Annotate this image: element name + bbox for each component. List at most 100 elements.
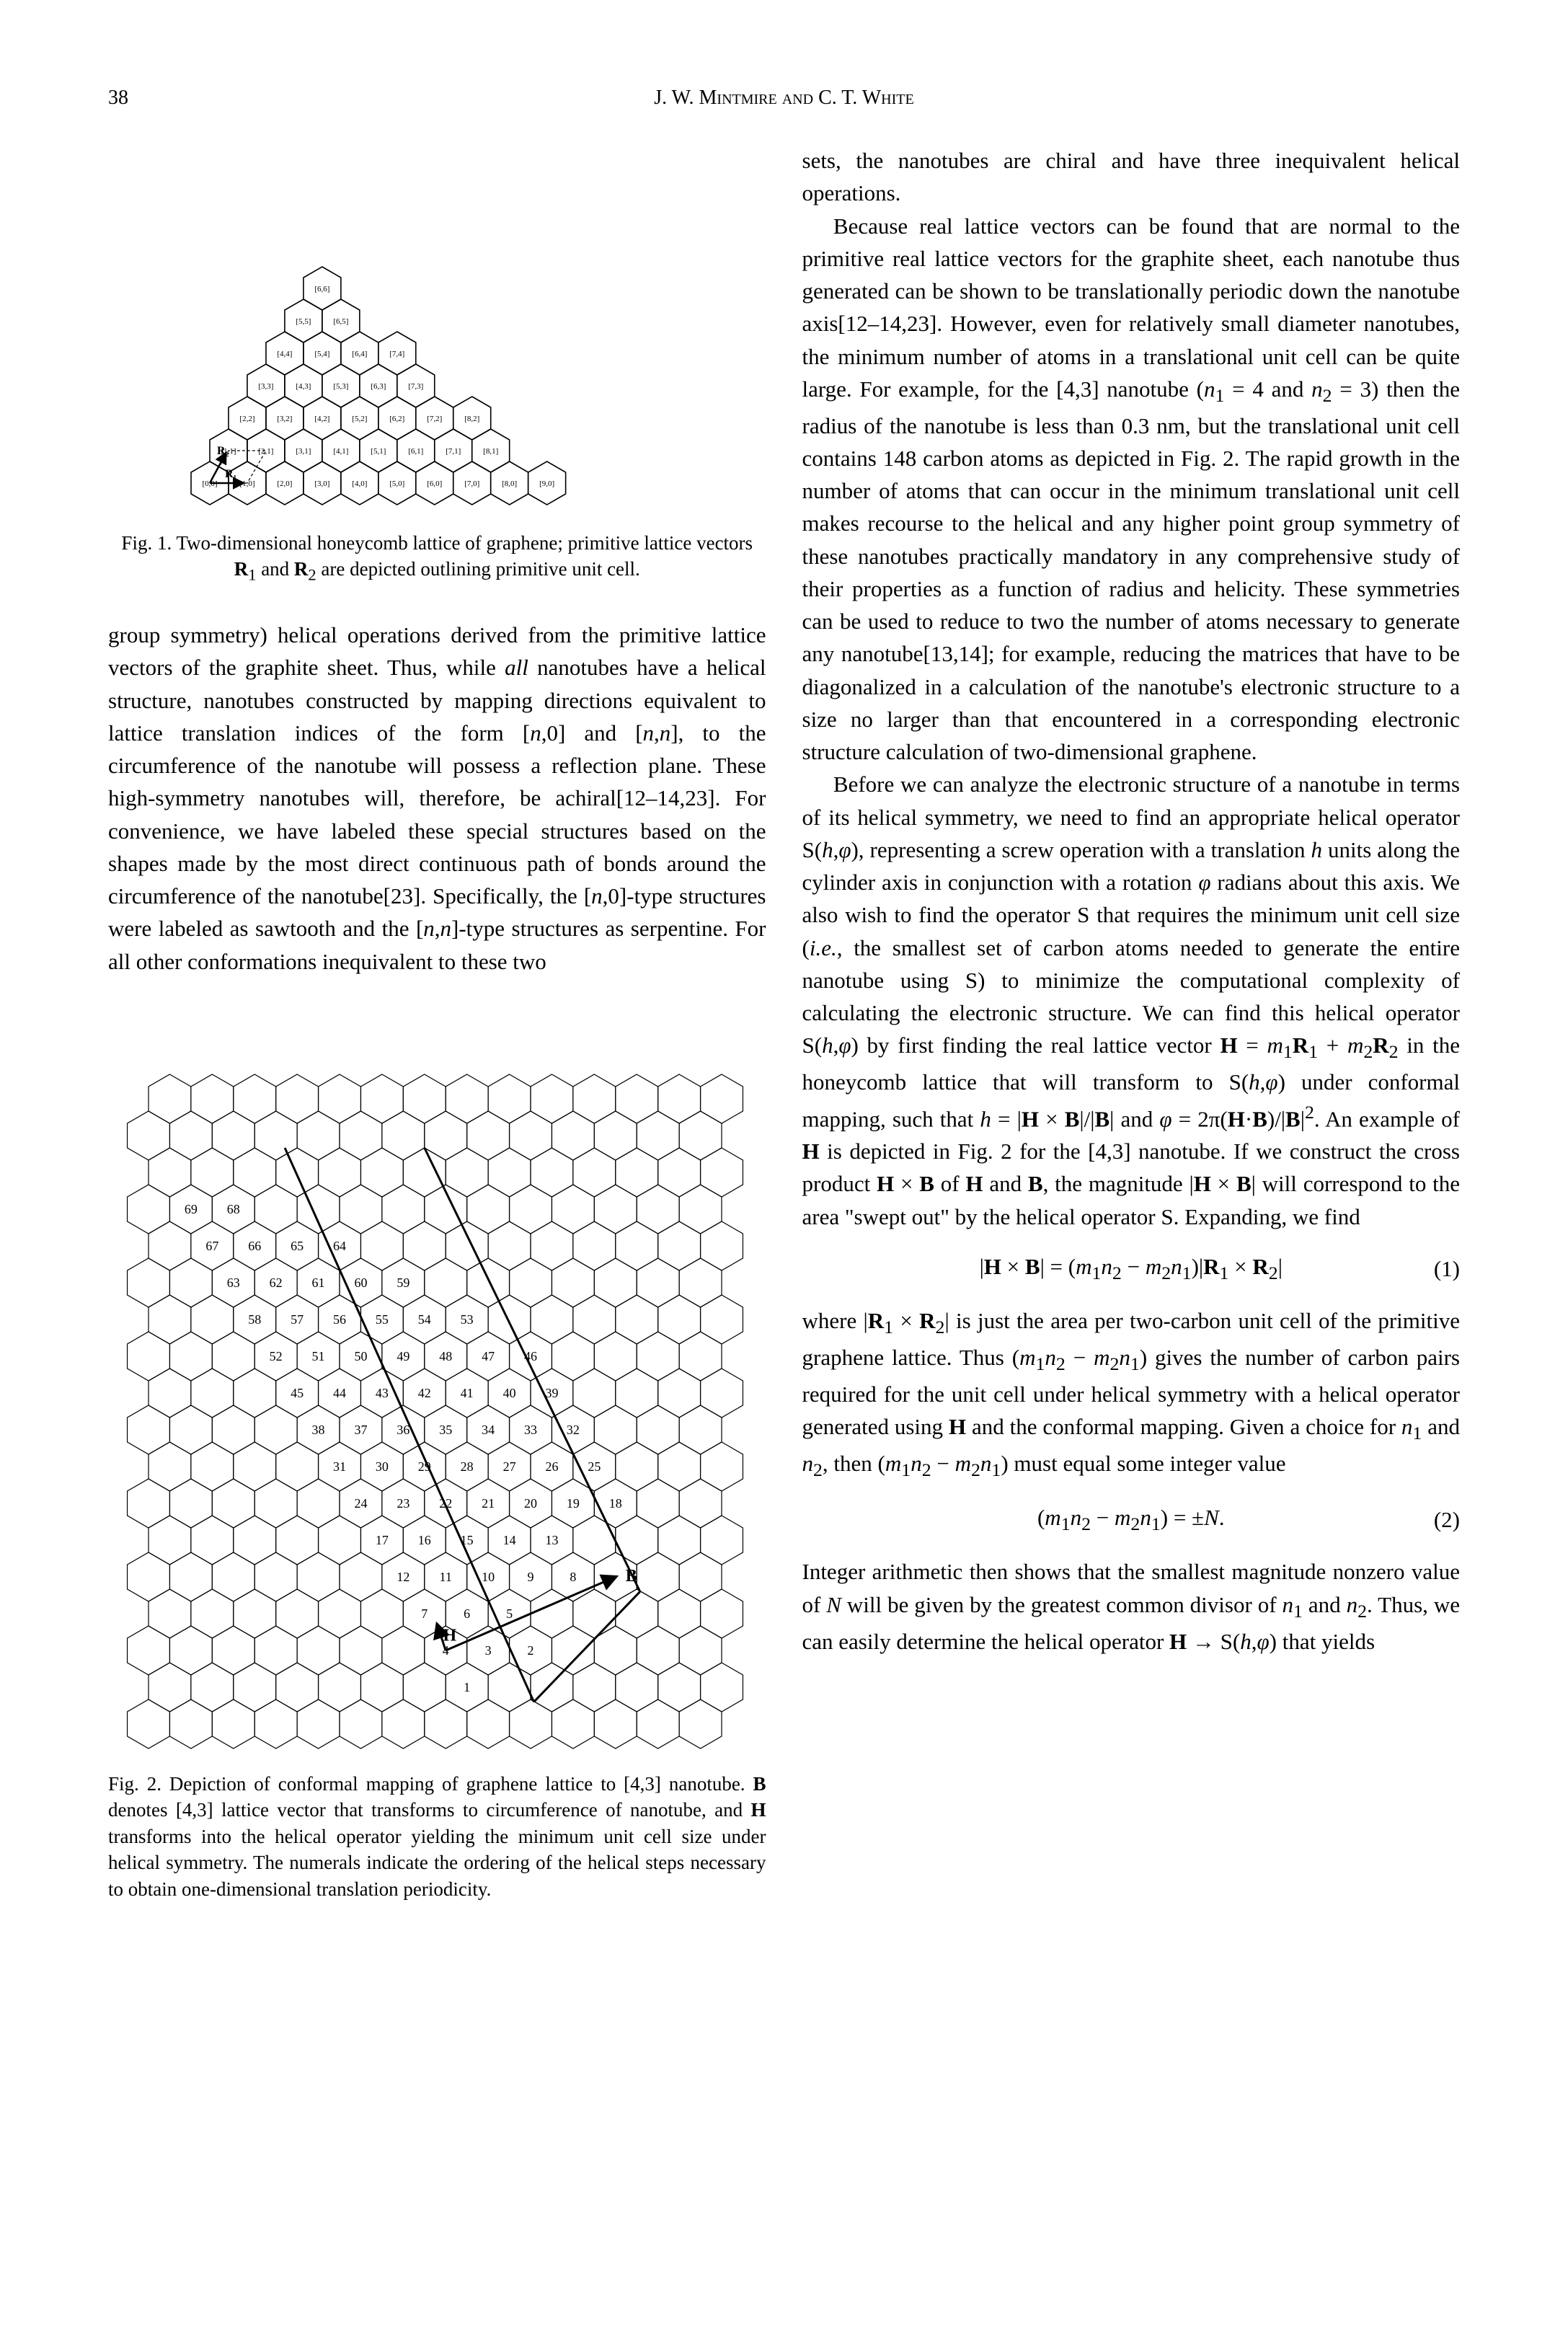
figure-1: [0,0][1,0][2,0][3,0][4,0][5,0][6,0][7,0]…	[108, 144, 766, 586]
svg-text:64: 64	[333, 1239, 346, 1253]
svg-text:[3,0]: [3,0]	[315, 479, 330, 488]
svg-text:[3,3]: [3,3]	[259, 382, 274, 391]
svg-text:24: 24	[355, 1496, 368, 1511]
svg-text:25: 25	[588, 1459, 601, 1474]
equation-2-number: (2)	[1434, 1504, 1460, 1535]
figure-2: 1234567891011121314151617181920212223242…	[108, 1017, 766, 1902]
page-header: 38 J. W. Mintmire and C. T. White	[108, 87, 1460, 115]
svg-text:[9,0]: [9,0]	[539, 479, 554, 488]
svg-text:62: 62	[270, 1276, 283, 1290]
svg-text:20: 20	[524, 1496, 537, 1511]
svg-text:[2,0]: [2,0]	[278, 479, 293, 488]
page-root: 38 J. W. Mintmire and C. T. White [0,0][…	[0, 0, 1568, 2021]
svg-text:[7,1]: [7,1]	[446, 447, 461, 456]
figure-1-caption: Fig. 1. Two-dimensional honeycomb lattic…	[108, 530, 766, 586]
left-para-1: group symmetry) helical operations deriv…	[108, 619, 766, 978]
svg-text:[6,1]: [6,1]	[408, 447, 423, 456]
svg-text:[4,3]: [4,3]	[296, 382, 311, 391]
equation-2-body: (m1n2 − m2n1) = ±N.	[1037, 1502, 1225, 1537]
equation-1-number: (1)	[1434, 1253, 1460, 1284]
svg-text:48: 48	[439, 1349, 452, 1363]
svg-text:42: 42	[418, 1386, 431, 1400]
svg-text:18: 18	[609, 1496, 622, 1511]
right-para-3b: where |R1 × R2| is just the area per two…	[802, 1304, 1461, 1484]
svg-text:45: 45	[291, 1386, 304, 1400]
svg-text:[8,0]: [8,0]	[502, 479, 517, 488]
svg-text:[7,0]: [7,0]	[464, 479, 479, 488]
svg-text:69: 69	[185, 1202, 198, 1216]
svg-text:[4,2]: [4,2]	[315, 415, 330, 423]
svg-text:[5,2]: [5,2]	[353, 415, 368, 423]
svg-text:9: 9	[528, 1570, 534, 1584]
svg-text:53: 53	[461, 1312, 474, 1327]
svg-text:65: 65	[291, 1239, 304, 1253]
svg-text:[3,2]: [3,2]	[278, 415, 293, 423]
figure-2-caption: Fig. 2. Depiction of conformal mapping o…	[108, 1771, 766, 1902]
svg-text:33: 33	[524, 1423, 537, 1437]
svg-text:23: 23	[397, 1496, 410, 1511]
svg-text:[5,3]: [5,3]	[334, 382, 349, 391]
svg-text:41: 41	[461, 1386, 474, 1400]
svg-text:21: 21	[482, 1496, 495, 1511]
svg-text:52: 52	[270, 1349, 283, 1363]
svg-text:27: 27	[503, 1459, 516, 1474]
svg-text:60: 60	[355, 1276, 368, 1290]
svg-text:58: 58	[248, 1312, 261, 1327]
svg-text:14: 14	[503, 1533, 516, 1547]
left-column: [0,0][1,0][2,0][3,0][4,0][5,0][6,0][7,0]…	[108, 144, 766, 1935]
svg-text:10: 10	[482, 1570, 495, 1584]
svg-text:17: 17	[376, 1533, 389, 1547]
svg-text:12: 12	[397, 1570, 410, 1584]
figure-2-caption-text: Fig. 2. Depiction of conformal mapping o…	[108, 1773, 766, 1900]
svg-text:55: 55	[376, 1312, 389, 1327]
svg-text:[6,4]: [6,4]	[353, 350, 368, 358]
svg-text:32: 32	[567, 1423, 580, 1437]
figure-2-svg: 1234567891011121314151617181920212223242…	[120, 1017, 754, 1753]
svg-text:R₁: R₁	[225, 468, 237, 480]
equation-2: (m1n2 − m2n1) = ±N. (2)	[802, 1502, 1461, 1537]
svg-text:3: 3	[485, 1643, 492, 1658]
svg-text:[6,5]: [6,5]	[334, 317, 349, 326]
svg-text:[5,4]: [5,4]	[315, 350, 330, 358]
svg-text:[7,3]: [7,3]	[408, 382, 423, 391]
svg-text:1: 1	[464, 1680, 470, 1694]
svg-text:36: 36	[397, 1423, 410, 1437]
svg-text:[6,2]: [6,2]	[390, 415, 405, 423]
figure-1-svg: [0,0][1,0][2,0][3,0][4,0][5,0][6,0][7,0]…	[170, 144, 704, 512]
svg-text:[7,2]: [7,2]	[427, 415, 442, 423]
svg-text:56: 56	[333, 1312, 346, 1327]
svg-text:50: 50	[355, 1349, 368, 1363]
svg-text:47: 47	[482, 1349, 495, 1363]
svg-text:5: 5	[506, 1606, 513, 1621]
svg-text:16: 16	[418, 1533, 431, 1547]
svg-text:[2,1]: [2,1]	[259, 447, 274, 456]
svg-text:57: 57	[291, 1312, 304, 1327]
svg-text:39: 39	[546, 1386, 559, 1400]
svg-text:13: 13	[546, 1533, 559, 1547]
svg-text:[5,0]: [5,0]	[390, 479, 405, 488]
svg-text:35: 35	[439, 1423, 452, 1437]
svg-text:[4,0]: [4,0]	[353, 479, 368, 488]
svg-text:31: 31	[333, 1459, 346, 1474]
svg-text:[6,6]: [6,6]	[315, 285, 330, 293]
svg-text:63: 63	[227, 1276, 240, 1290]
svg-text:34: 34	[482, 1423, 495, 1437]
header-authors: J. W. Mintmire and C. T. White	[654, 87, 913, 110]
page-number: 38	[108, 87, 128, 110]
svg-text:26: 26	[546, 1459, 559, 1474]
svg-text:28: 28	[461, 1459, 474, 1474]
svg-text:H: H	[443, 1626, 457, 1645]
svg-text:B: B	[626, 1567, 637, 1586]
svg-text:[6,3]: [6,3]	[371, 382, 386, 391]
equation-1: |H × B| = (m1n2 − m2n1)|R1 × R2| (1)	[802, 1251, 1461, 1286]
svg-text:44: 44	[333, 1386, 346, 1400]
equation-1-body: |H × B| = (m1n2 − m2n1)|R1 × R2|	[980, 1251, 1283, 1286]
svg-text:66: 66	[248, 1239, 261, 1253]
svg-text:19: 19	[567, 1496, 580, 1511]
svg-text:43: 43	[376, 1386, 389, 1400]
svg-text:40: 40	[503, 1386, 516, 1400]
svg-text:11: 11	[440, 1570, 452, 1584]
right-para-4: Integer arithmetic then shows that the s…	[802, 1555, 1461, 1657]
svg-text:[7,4]: [7,4]	[390, 350, 405, 358]
svg-text:54: 54	[418, 1312, 431, 1327]
